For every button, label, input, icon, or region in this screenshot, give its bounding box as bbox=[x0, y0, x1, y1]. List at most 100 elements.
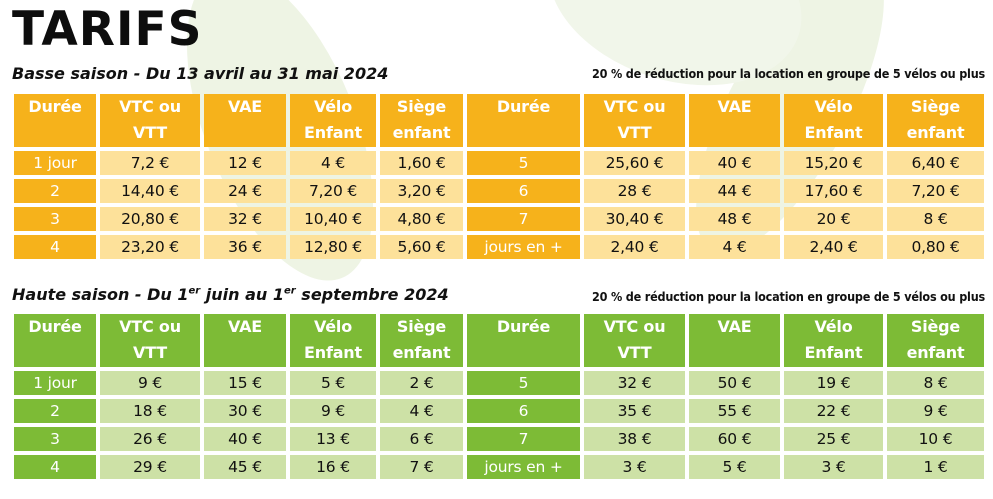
price-cell: 28 € bbox=[584, 179, 685, 203]
price-cell: 15,20 € bbox=[784, 151, 883, 175]
column-header: Durée bbox=[467, 94, 580, 147]
price-cell: 8 € bbox=[887, 207, 984, 231]
column-header: Durée bbox=[467, 314, 580, 367]
column-header-label: Siège bbox=[910, 97, 961, 116]
price-cell: 1,60 € bbox=[380, 151, 463, 175]
price-cell: 5 € bbox=[290, 371, 376, 395]
duration-cell: 6 bbox=[467, 399, 580, 423]
price-cell: 7 € bbox=[380, 455, 463, 479]
high-season-heading: Haute saison - Du 1er juin au 1er septem… bbox=[12, 285, 449, 304]
column-header-label: enfant bbox=[392, 123, 451, 142]
price-cell: 35 € bbox=[584, 399, 685, 423]
price-cell: 30 € bbox=[204, 399, 286, 423]
price-cell: 7,2 € bbox=[100, 151, 200, 175]
column-header: Siège enfant bbox=[887, 314, 984, 367]
duration-cell: 1 jour bbox=[14, 371, 96, 395]
duration-cell: 3 bbox=[14, 427, 96, 451]
low-season-discount-note: 20 % de réduction pour la location en gr… bbox=[591, 66, 985, 81]
column-header-label: Durée bbox=[496, 317, 551, 336]
column-header-label: VTT bbox=[617, 123, 652, 142]
price-cell: 50 € bbox=[689, 371, 780, 395]
price-cell: 3,20 € bbox=[380, 179, 463, 203]
price-cell: 19 € bbox=[784, 371, 883, 395]
column-header: Vélo Enfant bbox=[784, 94, 883, 147]
column-header: Vélo Enfant bbox=[290, 94, 376, 147]
price-cell: 38 € bbox=[584, 427, 685, 451]
price-cell: 60 € bbox=[689, 427, 780, 451]
price-cell: 4 € bbox=[689, 235, 780, 259]
column-header-label: Vélo bbox=[814, 97, 853, 116]
column-header: VTC ou VTT bbox=[100, 314, 200, 367]
price-cell: 15 € bbox=[204, 371, 286, 395]
price-cell: 25,60 € bbox=[584, 151, 685, 175]
column-header-label: Enfant bbox=[804, 123, 863, 142]
low-season-price-table: Durée VTC ou VTT VAE Vélo Enfant Siège enfant Du… bbox=[14, 94, 984, 259]
column-header: VTC ou VTT bbox=[100, 94, 200, 147]
price-cell: 3 € bbox=[784, 455, 883, 479]
price-cell: 8 € bbox=[887, 371, 984, 395]
duration-cell: 2 bbox=[14, 179, 96, 203]
duration-cell: 3 bbox=[14, 207, 96, 231]
column-header: Siège enfant bbox=[887, 94, 984, 147]
duration-cell: 6 bbox=[467, 179, 580, 203]
column-header-label: Vélo bbox=[814, 317, 853, 336]
column-header: VAE bbox=[689, 94, 780, 147]
duration-cell: 7 bbox=[467, 427, 580, 451]
column-header-label: VTT bbox=[133, 123, 167, 142]
column-header-label: VTC ou bbox=[119, 97, 181, 116]
price-cell: 9 € bbox=[887, 399, 984, 423]
duration-cell: 7 bbox=[467, 207, 580, 231]
column-header-label: Durée bbox=[496, 97, 551, 116]
price-cell: 36 € bbox=[204, 235, 286, 259]
column-header: VAE bbox=[204, 94, 286, 147]
price-cell: 40 € bbox=[204, 427, 286, 451]
price-cell: 9 € bbox=[290, 399, 376, 423]
column-header-label: Enfant bbox=[304, 123, 362, 142]
price-cell: 18 € bbox=[100, 399, 200, 423]
price-cell: 25 € bbox=[784, 427, 883, 451]
price-cell: 44 € bbox=[689, 179, 780, 203]
column-header: Siège enfant bbox=[380, 314, 463, 367]
column-header-label: VAE bbox=[227, 97, 262, 116]
column-header: Siège enfant bbox=[380, 94, 463, 147]
column-header-label: VTT bbox=[133, 343, 167, 362]
price-cell: 0,80 € bbox=[887, 235, 984, 259]
column-header-label: Siège bbox=[396, 97, 447, 116]
price-cell: 5 € bbox=[689, 455, 780, 479]
price-cell: 7,20 € bbox=[290, 179, 376, 203]
column-header-label: Enfant bbox=[804, 343, 863, 362]
column-header: VTC ou VTT bbox=[584, 94, 685, 147]
price-cell: 23,20 € bbox=[100, 235, 200, 259]
price-cell: 22 € bbox=[784, 399, 883, 423]
price-cell: 1 € bbox=[887, 455, 984, 479]
price-cell: 5,60 € bbox=[380, 235, 463, 259]
price-cell: 4 € bbox=[380, 399, 463, 423]
price-cell: 4,80 € bbox=[380, 207, 463, 231]
duration-cell: 2 bbox=[14, 399, 96, 423]
column-header-label: enfant bbox=[392, 343, 451, 362]
column-header-label: VTC ou bbox=[603, 97, 666, 116]
price-cell: 2,40 € bbox=[784, 235, 883, 259]
column-header-label: VAE bbox=[227, 317, 262, 336]
price-cell: 10,40 € bbox=[290, 207, 376, 231]
low-season-heading: Basse saison - Du 13 avril au 31 mai 202… bbox=[12, 64, 389, 83]
price-cell: 12 € bbox=[204, 151, 286, 175]
column-header: Vélo Enfant bbox=[784, 314, 883, 367]
price-cell: 20,80 € bbox=[100, 207, 200, 231]
price-cell: 17,60 € bbox=[784, 179, 883, 203]
price-cell: 29 € bbox=[100, 455, 200, 479]
column-header-label: Vélo bbox=[313, 317, 353, 336]
column-header-label: Durée bbox=[28, 97, 82, 116]
column-header: Durée bbox=[14, 314, 96, 367]
page-title: TARIFS bbox=[12, 2, 203, 57]
price-cell: 40 € bbox=[689, 151, 780, 175]
column-header: Durée bbox=[14, 94, 96, 147]
column-header-label: VAE bbox=[717, 317, 752, 336]
price-cell: 30,40 € bbox=[584, 207, 685, 231]
price-cell: 6,40 € bbox=[887, 151, 984, 175]
column-header-label: enfant bbox=[906, 343, 965, 362]
price-cell: 3 € bbox=[584, 455, 685, 479]
column-header-label: VAE bbox=[717, 97, 752, 116]
price-cell: 9 € bbox=[100, 371, 200, 395]
duration-cell: 4 bbox=[14, 455, 96, 479]
